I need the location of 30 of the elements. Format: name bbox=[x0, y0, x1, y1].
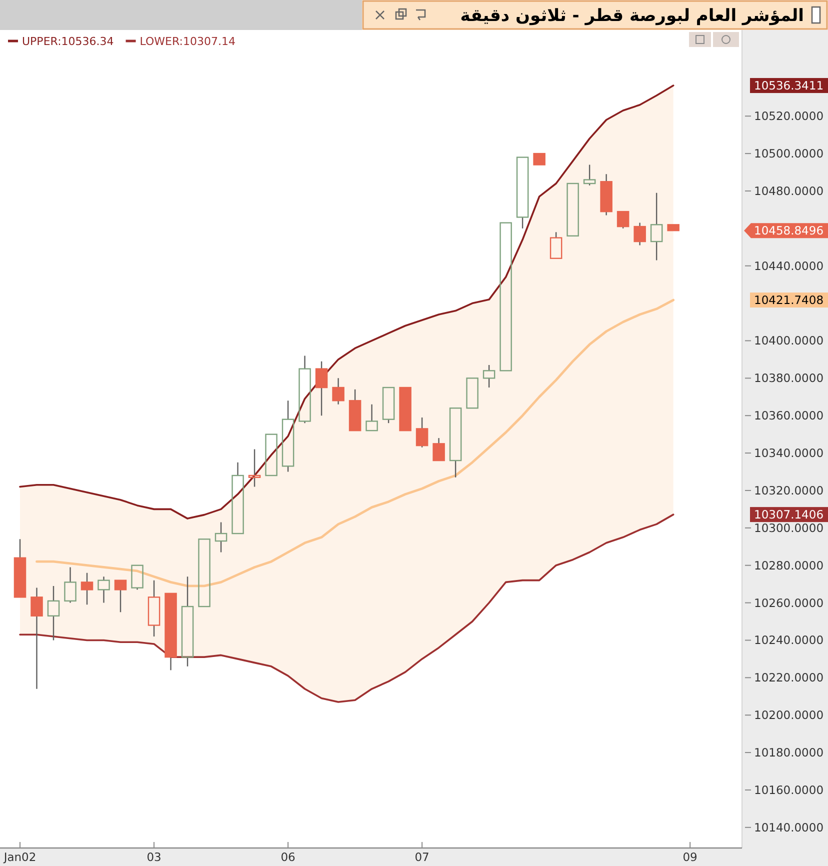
y-tick-label: 10200.0000 bbox=[754, 708, 824, 722]
y-tick-label: 10520.0000 bbox=[754, 109, 824, 124]
y-tick-label: 10240.0000 bbox=[754, 633, 824, 648]
annotation: 10458.8496 bbox=[744, 223, 828, 238]
annotation: 10536.3411 bbox=[750, 78, 828, 94]
y-tick-label: 10320.0000 bbox=[754, 483, 824, 498]
y-tick-label: 10260.0000 bbox=[754, 596, 824, 610]
legend-item: UPPER:10536.34 bbox=[8, 35, 114, 48]
annotation: 10307.1406 bbox=[750, 507, 828, 522]
x-tick-label: 07 bbox=[414, 850, 430, 864]
y-tick-label: 10400.0000 bbox=[754, 334, 824, 348]
legend-item: LOWER:10307.14 bbox=[126, 35, 236, 48]
y-tick-label: 10360.0000 bbox=[754, 408, 824, 423]
y-tick-label: 10140.0000 bbox=[754, 820, 824, 834]
y-tick-label: 10480.0000 bbox=[754, 184, 824, 198]
x-tick-label: 03 bbox=[146, 850, 162, 864]
y-tick-label: 10160.0000 bbox=[754, 782, 824, 797]
x-tick-label: Jan02 bbox=[4, 850, 36, 864]
y-tick-label: 10340.0000 bbox=[754, 446, 824, 460]
y-tick-label: 10380.0000 bbox=[754, 371, 824, 386]
x-tick-label: 06 bbox=[280, 850, 296, 864]
title: المؤشر العام لبورصة قطر - ثلاثون دقيقة bbox=[460, 6, 804, 26]
x-tick-label: 09 bbox=[682, 850, 698, 864]
y-tick-label: 10500.0000 bbox=[754, 146, 824, 161]
y-tick-label: 10440.0000 bbox=[754, 258, 824, 273]
y-tick-label: 10300.0000 bbox=[754, 520, 824, 535]
y-tick-label: 10180.0000 bbox=[754, 746, 824, 760]
y-tick-label: 10280.0000 bbox=[754, 558, 824, 572]
annotation: 10421.7408 bbox=[750, 292, 828, 308]
y-tick-label: 10220.0000 bbox=[754, 670, 824, 685]
